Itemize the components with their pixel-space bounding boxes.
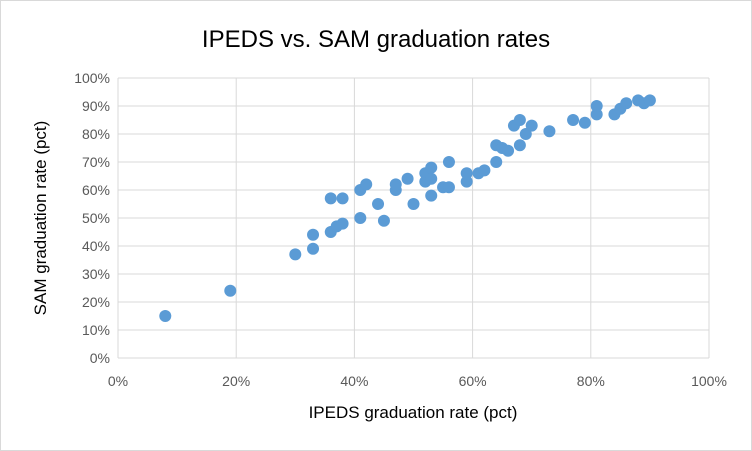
data-point bbox=[643, 94, 656, 107]
data-point bbox=[442, 181, 455, 194]
y-tick-label: 70% bbox=[82, 154, 110, 170]
data-point bbox=[307, 242, 320, 255]
data-point bbox=[525, 119, 538, 132]
data-point bbox=[336, 192, 349, 205]
tick-labels: 0% 10% 20% 30% 40% 50% 60% 70% 80% 90% 100% 0% 20% 40… bbox=[74, 70, 727, 389]
data-point bbox=[442, 156, 455, 168]
data-point bbox=[425, 161, 438, 174]
data-point bbox=[590, 108, 603, 121]
y-tick-label: 20% bbox=[82, 294, 110, 310]
gridlines bbox=[117, 77, 710, 359]
y-tick-label: 100% bbox=[74, 70, 110, 86]
data-point bbox=[307, 228, 320, 241]
data-point bbox=[513, 139, 526, 152]
data-point bbox=[519, 128, 532, 140]
data-point bbox=[372, 198, 385, 210]
y-tick-label: 60% bbox=[82, 182, 110, 198]
data-point bbox=[354, 212, 367, 224]
y-tick-label: 10% bbox=[82, 322, 110, 338]
data-point bbox=[513, 114, 526, 126]
data-point bbox=[502, 144, 515, 157]
chart-title: IPEDS vs. SAM graduation rates bbox=[202, 26, 550, 53]
data-point bbox=[567, 114, 580, 126]
data-point bbox=[159, 310, 172, 322]
data-point bbox=[389, 178, 402, 191]
x-tick-label: 100% bbox=[691, 373, 727, 389]
data-point bbox=[377, 214, 390, 227]
data-points bbox=[159, 94, 656, 322]
data-point bbox=[490, 156, 503, 168]
x-tick-label: 80% bbox=[577, 373, 605, 389]
y-tick-label: 0% bbox=[90, 350, 110, 366]
data-point bbox=[460, 167, 473, 180]
data-point bbox=[224, 284, 237, 297]
y-tick-label: 80% bbox=[82, 126, 110, 142]
y-tick-label: 30% bbox=[82, 266, 110, 282]
x-axis-label: IPEDS graduation rate (pct) bbox=[309, 403, 518, 422]
data-point bbox=[360, 178, 373, 191]
x-tick-label: 60% bbox=[459, 373, 487, 389]
data-point bbox=[324, 192, 337, 205]
y-axis-label: SAM graduation rate (pct) bbox=[31, 121, 50, 316]
y-tick-label: 40% bbox=[82, 238, 110, 254]
data-point bbox=[578, 116, 591, 129]
data-point bbox=[543, 125, 556, 138]
x-tick-label: 20% bbox=[222, 373, 250, 389]
y-tick-label: 90% bbox=[82, 98, 110, 114]
data-point bbox=[289, 248, 302, 261]
data-point bbox=[407, 198, 420, 210]
data-point bbox=[460, 175, 473, 188]
data-point bbox=[620, 97, 633, 110]
x-tick-label: 0% bbox=[108, 373, 128, 389]
data-point bbox=[425, 172, 438, 185]
data-point bbox=[478, 164, 491, 177]
data-point bbox=[590, 100, 603, 112]
x-tick-label: 40% bbox=[340, 373, 368, 389]
data-point bbox=[336, 217, 349, 230]
data-point bbox=[401, 172, 414, 185]
data-point bbox=[425, 189, 438, 202]
y-tick-label: 50% bbox=[82, 210, 110, 226]
